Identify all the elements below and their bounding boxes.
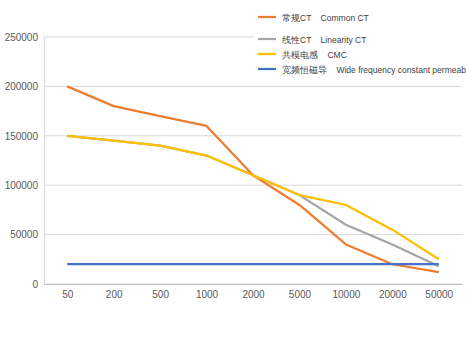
- x-tick-label: 20000: [379, 289, 407, 300]
- y-tick-label: 0: [32, 279, 38, 290]
- y-tick: 50000: [10, 229, 44, 240]
- plot-area: [67, 86, 439, 272]
- series-line: [67, 136, 439, 259]
- y-tick: 200000: [5, 81, 44, 92]
- y-tick-label: 100000: [5, 180, 39, 191]
- grid-line: [44, 185, 462, 186]
- y-tick: 150000: [5, 131, 44, 142]
- y-tick: 250000: [5, 32, 44, 43]
- x-tick: 5000: [289, 284, 312, 300]
- x-tick: 50: [62, 284, 74, 300]
- background: [0, 0, 466, 337]
- y-tick-label: 200000: [5, 81, 39, 92]
- x-tick: 2000: [242, 284, 265, 300]
- legend-swatch: [258, 16, 276, 18]
- legend-label: 线性CT Linearity CT: [282, 35, 366, 45]
- y-tick-label: 250000: [5, 32, 39, 43]
- x-tick-label: 5000: [289, 289, 312, 300]
- legend-swatch: [258, 53, 276, 55]
- legend: 常规CT Common CT 线性CT Linearity CT 共模电感 CMC 宽…: [254, 9, 466, 77]
- y-tick-label: 150000: [5, 131, 39, 142]
- x-tick: 20000: [379, 284, 407, 300]
- x-tick: 10000: [332, 284, 360, 300]
- x-tick-label: 200: [106, 289, 123, 300]
- x-tick-label: 2000: [242, 289, 265, 300]
- x-tick-label: 50: [62, 289, 74, 300]
- y-tick: 100000: [5, 180, 44, 191]
- chart: 0 50000 100000 150000 200000 250000 50 200 500 10…: [0, 0, 466, 337]
- x-tick: 200: [106, 284, 123, 300]
- series-line: [67, 86, 439, 272]
- x-tick: 1000: [196, 284, 219, 300]
- x-tick: 500: [152, 284, 169, 300]
- x-tick-label: 10000: [332, 289, 360, 300]
- legend-label: 常规CT Common CT: [282, 13, 369, 23]
- x-tick-label: 500: [152, 289, 169, 300]
- x-axis: 50 200 500 1000 2000 5000 10000 20000 50000: [45, 284, 463, 300]
- grid-line: [44, 135, 462, 136]
- legend-label: 宽频恒磁导 Wide frequency constant permeabili…: [282, 65, 466, 75]
- grid-line: [44, 284, 462, 285]
- series-line: [67, 136, 439, 266]
- legend-swatch: [258, 38, 276, 40]
- x-tick: 50000: [425, 284, 453, 300]
- legend-swatch: [258, 68, 276, 70]
- y-tick-label: 50000: [10, 229, 38, 240]
- y-axis: 0 50000 100000 150000 200000 250000: [5, 32, 45, 290]
- x-tick-label: 50000: [425, 289, 453, 300]
- x-axis-line: [45, 284, 463, 285]
- x-tick-label: 1000: [196, 289, 219, 300]
- y-tick: 0: [32, 279, 44, 290]
- grid-line: [44, 86, 462, 87]
- legend-label: 共模电感 CMC: [282, 50, 347, 60]
- series-line: [67, 263, 439, 265]
- y-axis-line: [44, 38, 45, 285]
